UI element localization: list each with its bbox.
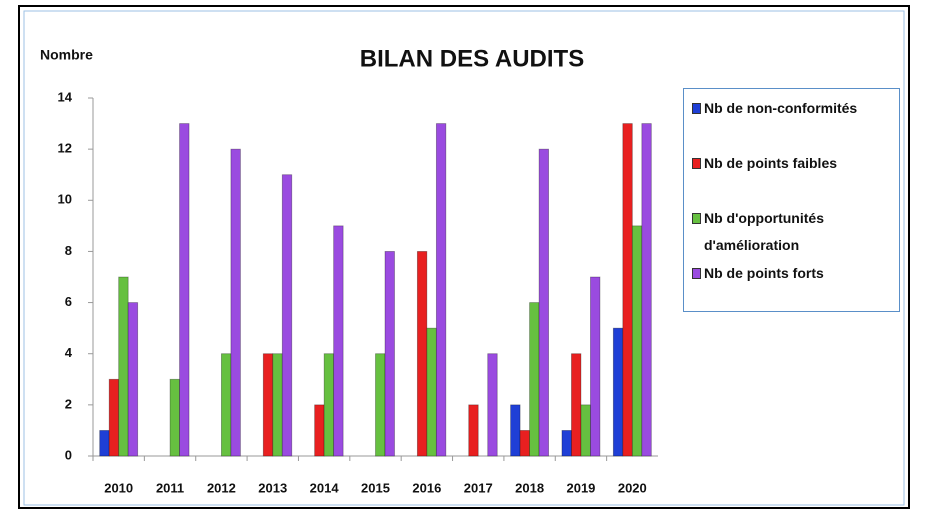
bar [561, 430, 572, 457]
legend-item: Nb de points faibles [692, 150, 893, 205]
x-tick-label: 2010 [104, 480, 133, 495]
x-tick-label: 2012 [207, 480, 236, 495]
bar [333, 225, 344, 457]
x-tick-label: 2018 [515, 480, 544, 495]
legend-label: Nb de non-conformités [704, 100, 858, 116]
bar [622, 123, 633, 457]
bar [230, 148, 241, 457]
y-tick-label: 8 [65, 243, 72, 258]
bar [169, 378, 180, 457]
bar [127, 302, 139, 457]
legend-item: Nb d'opportunités d'amélioration [692, 205, 893, 260]
legend-swatch [692, 268, 701, 279]
bar [590, 276, 601, 457]
bar [384, 251, 395, 457]
bar [538, 148, 549, 457]
y-axis-label: Nombre [40, 47, 93, 63]
x-tick-label: 2017 [464, 480, 493, 495]
x-tick-label: 2016 [412, 480, 441, 495]
x-tick-label: 2014 [310, 480, 340, 495]
bar [323, 353, 335, 457]
bar [510, 404, 521, 457]
inner-frame [23, 10, 905, 506]
bar [314, 404, 325, 457]
legend-item: Nb de points forts [692, 260, 893, 315]
bar [529, 302, 540, 457]
x-tick-label: 2011 [156, 480, 184, 495]
bar [487, 353, 498, 457]
legend-label: Nb de points forts [704, 265, 824, 281]
bar [272, 353, 283, 457]
x-tick-label: 2013 [258, 480, 287, 495]
bar [631, 225, 643, 457]
legend-swatch [692, 213, 701, 224]
x-tick-label: 2015 [361, 480, 390, 495]
bar [262, 353, 274, 457]
legend-swatch [692, 103, 701, 114]
y-tick-label: 2 [65, 396, 72, 411]
bar [221, 353, 232, 457]
bar [435, 123, 447, 457]
legend-item: Nb de non-conformités [692, 95, 893, 150]
outer-frame [18, 5, 910, 509]
y-tick-label: 6 [65, 294, 72, 309]
y-tick-label: 10 [58, 192, 72, 207]
legend-label: Nb d'opportunités d'amélioration [704, 210, 824, 253]
bar [519, 430, 530, 457]
x-tick-label: 2019 [566, 480, 595, 495]
bar [108, 378, 120, 457]
bar [571, 353, 582, 457]
legend-label: Nb de points faibles [704, 155, 838, 171]
bar [641, 123, 652, 457]
bar [179, 123, 190, 457]
y-tick-label: 0 [65, 447, 72, 462]
bar [375, 353, 386, 457]
legend: Nb de non-conformités Nb de points faible… [683, 88, 900, 312]
legend-swatch [692, 158, 701, 169]
bar [281, 174, 293, 457]
bar [99, 430, 110, 457]
bar [426, 327, 437, 457]
y-tick-label: 12 [58, 141, 72, 156]
bar [468, 404, 479, 457]
x-tick-label: 2020 [618, 480, 647, 495]
bar [416, 251, 428, 457]
y-tick-label: 4 [65, 345, 73, 360]
y-tick-label: 14 [58, 89, 73, 104]
bar [118, 276, 129, 457]
chart-title: BILAN DES AUDITS [360, 45, 584, 72]
bar [580, 404, 591, 457]
bar [612, 327, 624, 457]
